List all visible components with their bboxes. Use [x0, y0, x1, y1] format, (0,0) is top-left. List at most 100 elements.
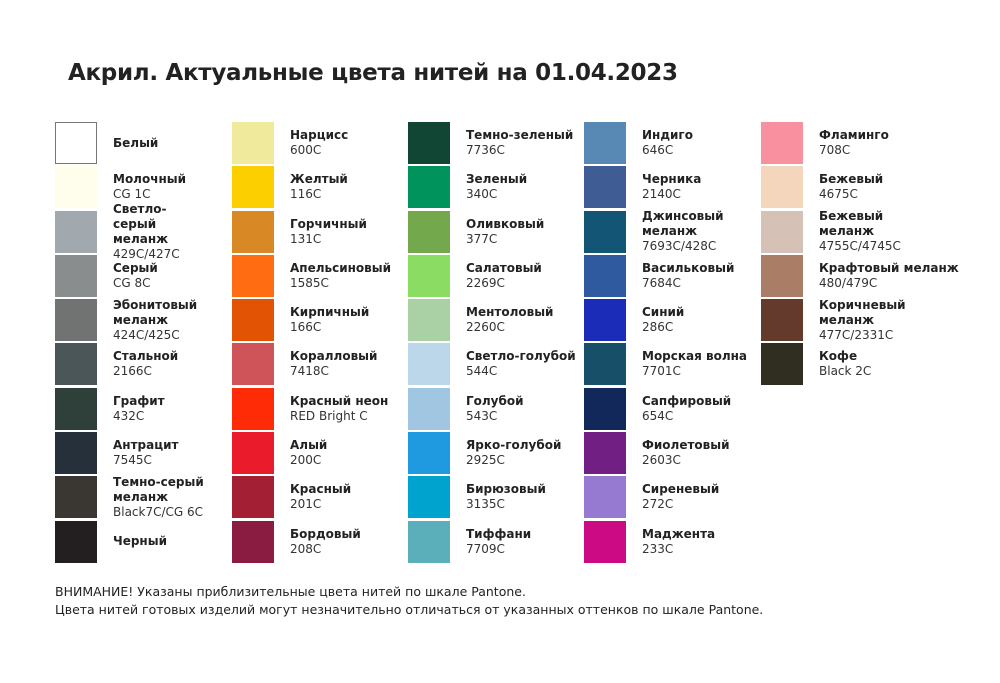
color-column: Белый Молочный CG 1C Светло-серый меланж 429…	[55, 122, 231, 565]
color-item: Васильковый 7684C	[584, 254, 760, 299]
color-name: Фламинго	[819, 128, 889, 142]
color-swatch	[761, 210, 803, 253]
color-label: Морская волна 7701C	[642, 343, 747, 385]
color-swatch	[55, 166, 97, 209]
color-item: Ярко-голубой 2925C	[408, 432, 584, 476]
color-item: Эбонитовый меланж 424C/425C	[55, 298, 231, 343]
color-swatch	[408, 299, 450, 342]
color-swatch	[55, 254, 97, 297]
color-item: Джинсовый меланж 7693C/428C	[584, 209, 760, 255]
color-label: Нарцисс 600C	[290, 122, 348, 164]
color-label: Красный 201C	[290, 476, 351, 518]
color-label: Черника 2140C	[642, 166, 701, 208]
color-name: Джинсовый меланж	[642, 209, 724, 239]
color-item: Синий 286C	[584, 299, 760, 343]
color-swatch	[408, 166, 450, 209]
pantone-code: 7701C	[642, 364, 681, 379]
pantone-code: 480/479C	[819, 275, 878, 290]
color-name: Зеленый	[466, 172, 528, 187]
color-swatch	[232, 387, 274, 430]
color-name: Темно-серый меланж	[113, 474, 204, 504]
pantone-code: 286C	[642, 320, 674, 335]
color-name: Светло-серый меланж	[113, 201, 169, 246]
pantone-code: 7736C	[466, 143, 505, 157]
color-item: Стальной 2166C	[55, 343, 231, 387]
color-name: Васильковый	[642, 260, 735, 275]
color-name: Маджента	[642, 526, 716, 541]
color-label: Бирюзовый 3135C	[466, 476, 546, 518]
color-item: Апельсиновый 1585C	[232, 254, 408, 299]
color-label: Бежевый меланж 4755C/4745C	[819, 209, 914, 254]
color-label: Крафтовый меланж 480/479C	[819, 255, 959, 297]
pantone-code: 2140C	[642, 187, 681, 202]
color-item: Светло-серый меланж 429C/427C	[55, 202, 231, 261]
pantone-code: 424C/425C	[113, 327, 180, 342]
color-item: Фламинго 708C	[761, 122, 937, 166]
color-label: Зеленый 340C	[466, 166, 527, 208]
pantone-code: 544C	[466, 364, 498, 379]
color-swatch	[584, 122, 626, 164]
color-name: Коричневый меланж	[819, 297, 906, 327]
color-item: Фиолетовый 2603C	[584, 432, 760, 476]
pantone-code: 429C/427C	[113, 246, 180, 261]
color-item: Желтый 116C	[232, 166, 408, 210]
color-label: Оливковый 377C	[466, 211, 544, 253]
color-item: Серый CG 8C	[55, 254, 231, 299]
color-label: Салатовый 2269C	[466, 255, 542, 297]
color-label: Желтый 116C	[290, 166, 348, 208]
color-label: Стальной 2166C	[113, 343, 178, 385]
color-swatch	[584, 166, 626, 209]
color-name: Голубой	[466, 393, 524, 408]
color-item: Молочный CG 1C	[55, 166, 231, 210]
color-item: Коралловый 7418C	[232, 343, 408, 387]
color-swatch	[408, 476, 450, 519]
color-swatch	[584, 432, 626, 475]
color-name: Тиффани	[466, 526, 532, 541]
color-name: Индиго	[642, 128, 693, 142]
color-item: Бирюзовый 3135C	[408, 476, 584, 520]
pantone-code: 233C	[642, 541, 674, 556]
color-item: Морская волна 7701C	[584, 343, 760, 387]
color-name: Молочный	[113, 172, 187, 187]
color-label: Коралловый 7418C	[290, 343, 377, 385]
color-swatch	[55, 122, 97, 164]
color-swatch	[761, 122, 803, 164]
pantone-code: 543C	[466, 408, 498, 423]
pantone-code: 4755C/4745C	[819, 239, 901, 254]
color-label: Молочный CG 1C	[113, 166, 186, 208]
color-column: Фламинго 708C Бежевый 4675C Бежевый меланж 47…	[761, 122, 959, 388]
color-label: Тиффани 7709C	[466, 521, 531, 563]
color-label: Кофе Black 2C	[819, 343, 871, 385]
color-swatch	[761, 166, 803, 209]
color-label: Синий 286C	[642, 299, 684, 341]
pantone-code: 201C	[290, 497, 322, 512]
color-item: Темно-зеленый 7736C	[408, 122, 584, 166]
color-item: Индиго 646C	[584, 122, 760, 166]
color-swatch	[408, 432, 450, 475]
color-label: Кирпичный 166C	[290, 299, 369, 341]
pantone-code: Black7C/CG 6C	[113, 504, 204, 519]
color-swatch	[584, 476, 626, 519]
color-name: Желтый	[290, 172, 348, 187]
color-item: Кофе Black 2C	[761, 343, 937, 387]
color-swatch	[584, 520, 626, 563]
color-swatch	[55, 343, 97, 386]
color-item: Голубой 543C	[408, 387, 584, 432]
color-item: Сиреневый 272C	[584, 476, 760, 520]
color-label: Бордовый 208C	[290, 521, 361, 563]
pantone-code: 600C	[290, 143, 322, 157]
color-swatch	[761, 343, 803, 386]
color-label: Графит 432C	[113, 388, 165, 430]
color-label: Черный	[113, 521, 167, 563]
pantone-code: 646C	[642, 143, 674, 157]
pantone-code: 7418C	[290, 364, 329, 379]
color-item: Тиффани 7709C	[408, 520, 584, 565]
pantone-code: 2603C	[642, 453, 681, 468]
color-swatch	[232, 210, 274, 253]
color-name: Морская волна	[642, 349, 748, 364]
pantone-code: 2260C	[466, 320, 505, 335]
color-name: Темно-зеленый	[466, 128, 574, 142]
pantone-code: 116C	[290, 187, 322, 202]
color-swatch	[55, 387, 97, 430]
color-item: Бежевый меланж 4755C/4745C	[761, 209, 937, 255]
